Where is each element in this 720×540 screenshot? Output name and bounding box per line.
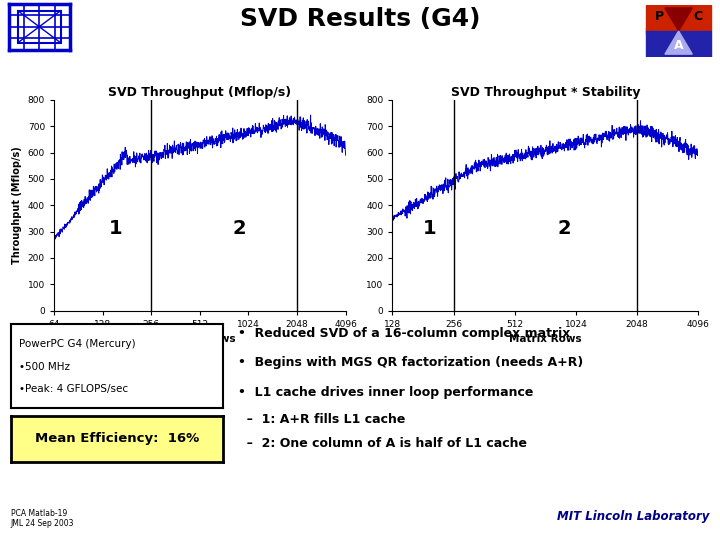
Text: –  1: A+R fills L1 cache: – 1: A+R fills L1 cache — [238, 413, 405, 426]
Text: P: P — [655, 10, 664, 23]
Text: •  Begins with MGS QR factorization (needs A+R): • Begins with MGS QR factorization (need… — [238, 356, 583, 369]
Text: 1: 1 — [423, 219, 436, 238]
Text: 2: 2 — [558, 219, 572, 238]
Text: A: A — [674, 39, 683, 52]
Polygon shape — [646, 31, 711, 57]
Y-axis label: Throughput (Mflop/s): Throughput (Mflop/s) — [12, 146, 22, 264]
Polygon shape — [646, 5, 711, 31]
Text: MIT Lincoln Laboratory: MIT Lincoln Laboratory — [557, 510, 709, 523]
Text: •500 MHz: •500 MHz — [19, 362, 71, 372]
X-axis label: Matrix Rows: Matrix Rows — [163, 334, 236, 344]
Text: •  Reduced SVD of a 16-column complex matrix: • Reduced SVD of a 16-column complex mat… — [238, 327, 570, 340]
Text: –  2: One column of A is half of L1 cache: – 2: One column of A is half of L1 cache — [238, 437, 526, 450]
Text: Mean Efficiency:  16%: Mean Efficiency: 16% — [35, 432, 199, 445]
Text: •Peak: 4 GFLOPS/sec: •Peak: 4 GFLOPS/sec — [19, 384, 128, 394]
Text: •  L1 cache drives inner loop performance: • L1 cache drives inner loop performance — [238, 386, 533, 399]
Title: SVD Throughput (Mflop/s): SVD Throughput (Mflop/s) — [108, 86, 292, 99]
Title: SVD Throughput * Stability: SVD Throughput * Stability — [451, 86, 640, 99]
X-axis label: Matrix Rows: Matrix Rows — [509, 334, 582, 344]
Ellipse shape — [646, 6, 711, 56]
Text: C: C — [693, 10, 702, 23]
Text: SVD Results (G4): SVD Results (G4) — [240, 7, 480, 31]
Polygon shape — [665, 8, 693, 31]
Bar — [18, 11, 60, 43]
Text: PCA Matlab-19
JML 24 Sep 2003: PCA Matlab-19 JML 24 Sep 2003 — [11, 509, 74, 528]
Text: PowerPC G4 (Mercury): PowerPC G4 (Mercury) — [19, 339, 136, 349]
Text: 1: 1 — [109, 219, 123, 238]
Text: 2: 2 — [233, 219, 246, 238]
Polygon shape — [665, 31, 693, 54]
